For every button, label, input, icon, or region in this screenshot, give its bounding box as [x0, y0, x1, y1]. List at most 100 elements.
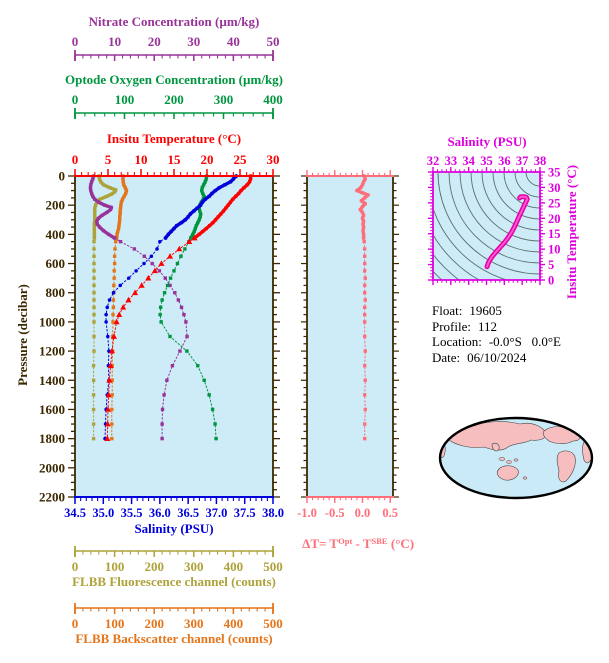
delta-t-title-sup-sbe: SBE: [371, 536, 388, 546]
landmass: [543, 426, 581, 444]
world-map: [438, 416, 594, 500]
tick-label: 0: [72, 92, 79, 107]
delta-t-title-base: ΔT= T: [302, 536, 339, 551]
tick-label: 200: [164, 92, 184, 107]
tick-label: 500: [263, 616, 283, 631]
delta-t-title-mid: - T: [352, 536, 372, 551]
tick-label: 32: [427, 154, 440, 168]
tick-label: 37.0: [205, 506, 227, 520]
tick-label: 400: [46, 227, 66, 242]
tick-label: 300: [184, 559, 204, 574]
delta-t-title-unit: (°C): [387, 536, 415, 551]
tick-label: 5: [105, 152, 112, 167]
tick-label: 2200: [39, 490, 65, 505]
tick-label: 200: [144, 559, 164, 574]
tick-label: 25: [548, 196, 561, 210]
tick-label: 0.5: [382, 506, 398, 520]
tick-label: 0: [72, 559, 79, 574]
landmass: [513, 458, 519, 462]
float-id-line: Float: 19605: [432, 303, 561, 319]
salinity-axis-title: Salinity (PSU): [134, 521, 214, 536]
tick-label: 37.5: [234, 506, 256, 520]
tick-label: 34.5: [64, 506, 86, 520]
tick-label: 37: [516, 154, 529, 168]
tick-label: 2000: [39, 460, 65, 475]
tick-label: 33: [445, 154, 458, 168]
tick-label: 15: [168, 152, 182, 167]
tick-label: 34: [462, 154, 475, 168]
tick-label: 20: [548, 212, 561, 226]
tick-label: 400: [263, 92, 283, 107]
tick-label: 30: [548, 181, 561, 195]
ts-salinity-axis-title: Salinity (PSU): [447, 134, 527, 149]
tick-label: 500: [263, 559, 283, 574]
tick-label: 1400: [39, 373, 65, 388]
tick-label: 30: [267, 152, 280, 167]
tick-label: -1.0: [297, 506, 317, 520]
landmass: [491, 442, 500, 452]
tick-label: 36.5: [177, 506, 199, 520]
profile-label: Profile:: [432, 318, 471, 334]
pressure-axis-title: Pressure (decibar): [15, 284, 30, 386]
delta-t-axis-title: ΔT= TOpt - TSBE (°C): [290, 520, 414, 565]
tick-label: 0: [72, 152, 79, 167]
tick-label: 10: [108, 34, 121, 49]
fluorescence-axis-title: FLBB Fluorescence channel (counts): [72, 574, 276, 589]
tick-label: 10: [135, 152, 148, 167]
tick-label: 5: [548, 258, 554, 272]
tick-label: 400: [224, 616, 244, 631]
tick-label: 35.5: [121, 506, 143, 520]
location-line: Location: -0.0°S 0.0°E: [432, 334, 561, 350]
tick-label: 35: [480, 154, 493, 168]
tick-label: 200: [46, 198, 66, 213]
tick-label: 100: [105, 559, 125, 574]
tick-label: 1600: [39, 402, 65, 417]
profile-series: [88, 174, 370, 441]
tick-label: 15: [548, 227, 561, 241]
tick-label: 40: [227, 34, 240, 49]
info-panel: Float: 19605 Profile: 112 Location: -0.0°S …: [432, 303, 561, 365]
tick-label: 1800: [39, 431, 65, 446]
landmass: [506, 460, 512, 464]
tick-label: 800: [46, 285, 66, 300]
tick-label: 38.0: [262, 506, 284, 520]
backscatter-axis-title: FLBB Backscatter channel (counts): [75, 631, 273, 646]
ts-curve: [484, 194, 530, 270]
tick-label: 36.0: [149, 506, 171, 520]
tick-label: 200: [144, 616, 164, 631]
float-value: 19605: [469, 303, 502, 318]
delta-t-title-sup-opt: Opt: [338, 536, 353, 546]
tick-label: 35: [548, 166, 561, 180]
tick-label: 0: [72, 616, 79, 631]
location-value: -0.0°S 0.0°E: [488, 334, 561, 349]
tick-label: 100: [105, 616, 125, 631]
tick-label: 20: [201, 152, 214, 167]
temperature-axis-title: Insitu Temperature (°C): [106, 131, 242, 146]
tick-label: 36: [498, 154, 511, 168]
tick-label: 0: [548, 274, 554, 288]
tick-label: 0: [59, 169, 66, 184]
landmass: [556, 450, 576, 483]
landmass: [496, 465, 519, 481]
date-line: Date: 06/10/2024: [432, 350, 561, 366]
nitrate-axis-title: Nitrate Concentration (µm/kg): [88, 14, 260, 29]
landmass: [498, 457, 506, 461]
tick-label: 50: [267, 34, 280, 49]
date-label: Date:: [432, 349, 461, 365]
tick-label: 30: [187, 34, 200, 49]
location-label: Location:: [432, 334, 482, 349]
date-value: 06/10/2024: [467, 349, 527, 365]
axes-frames: 0200400600800100012001400160018002000220…: [39, 34, 561, 631]
tick-label: 1000: [39, 314, 65, 329]
tick-label: 10: [548, 243, 561, 257]
tick-label: 300: [184, 616, 204, 631]
landmass: [445, 421, 547, 451]
float-label: Float:: [432, 303, 463, 318]
ts-temperature-axis-title: Insitu Temperature (°C): [564, 164, 579, 300]
tick-label: 1200: [39, 344, 65, 359]
landmass: [522, 476, 528, 480]
map-outline: [438, 416, 594, 500]
tick-label: 20: [148, 34, 161, 49]
